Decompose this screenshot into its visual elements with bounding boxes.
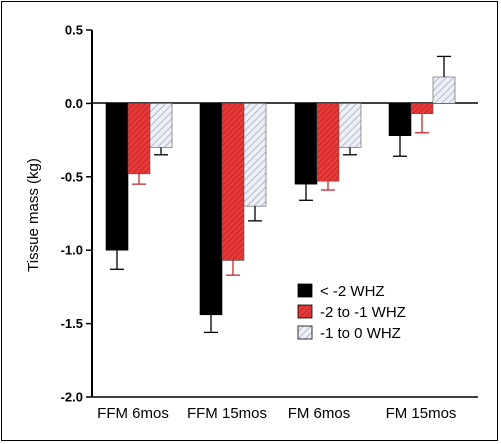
bars (105, 55, 456, 334)
bar (105, 103, 129, 251)
axes (91, 30, 478, 398)
bar (338, 103, 362, 148)
bar (294, 103, 318, 185)
bar (221, 103, 245, 261)
bar (432, 76, 456, 104)
y-tick-label: 0.0 (65, 96, 83, 111)
x-tick-label: FM 15mos (386, 405, 457, 422)
y-tick-label: -0.5 (61, 169, 83, 184)
y-tick-label: -1.0 (61, 243, 83, 258)
bar (410, 103, 434, 114)
bar (199, 103, 223, 316)
y-ticks: 0.5 0.0 -0.5 -1.0 -1.5 -2.0 (61, 23, 92, 405)
legend-swatch (297, 304, 313, 319)
bar (243, 103, 267, 207)
legend-swatch (297, 325, 313, 340)
legend-label: < -2 WHZ (320, 283, 385, 300)
y-tick-label: -2.0 (61, 390, 83, 405)
y-axis-label: Tissue mass (kg) (25, 158, 42, 272)
legend: < -2 WHZ -2 to -1 WHZ -1 to 0 WHZ (297, 283, 406, 342)
x-tick-labels: FFM 6mos FFM 15mos FM 6mos FM 15mos (97, 405, 456, 422)
y-tick-label: -1.5 (61, 316, 83, 331)
x-tick-label: FFM 6mos (97, 405, 169, 422)
bar (316, 103, 340, 182)
x-tick-label: FM 6mos (288, 405, 351, 422)
legend-swatch (297, 283, 313, 298)
x-tick-label: FFM 15mos (187, 405, 267, 422)
bar (149, 103, 173, 148)
legend-label: -2 to -1 WHZ (320, 304, 406, 321)
y-tick-label: 0.5 (65, 23, 83, 38)
bar (127, 103, 151, 175)
bar (388, 103, 412, 136)
legend-label: -1 to 0 WHZ (320, 325, 401, 342)
